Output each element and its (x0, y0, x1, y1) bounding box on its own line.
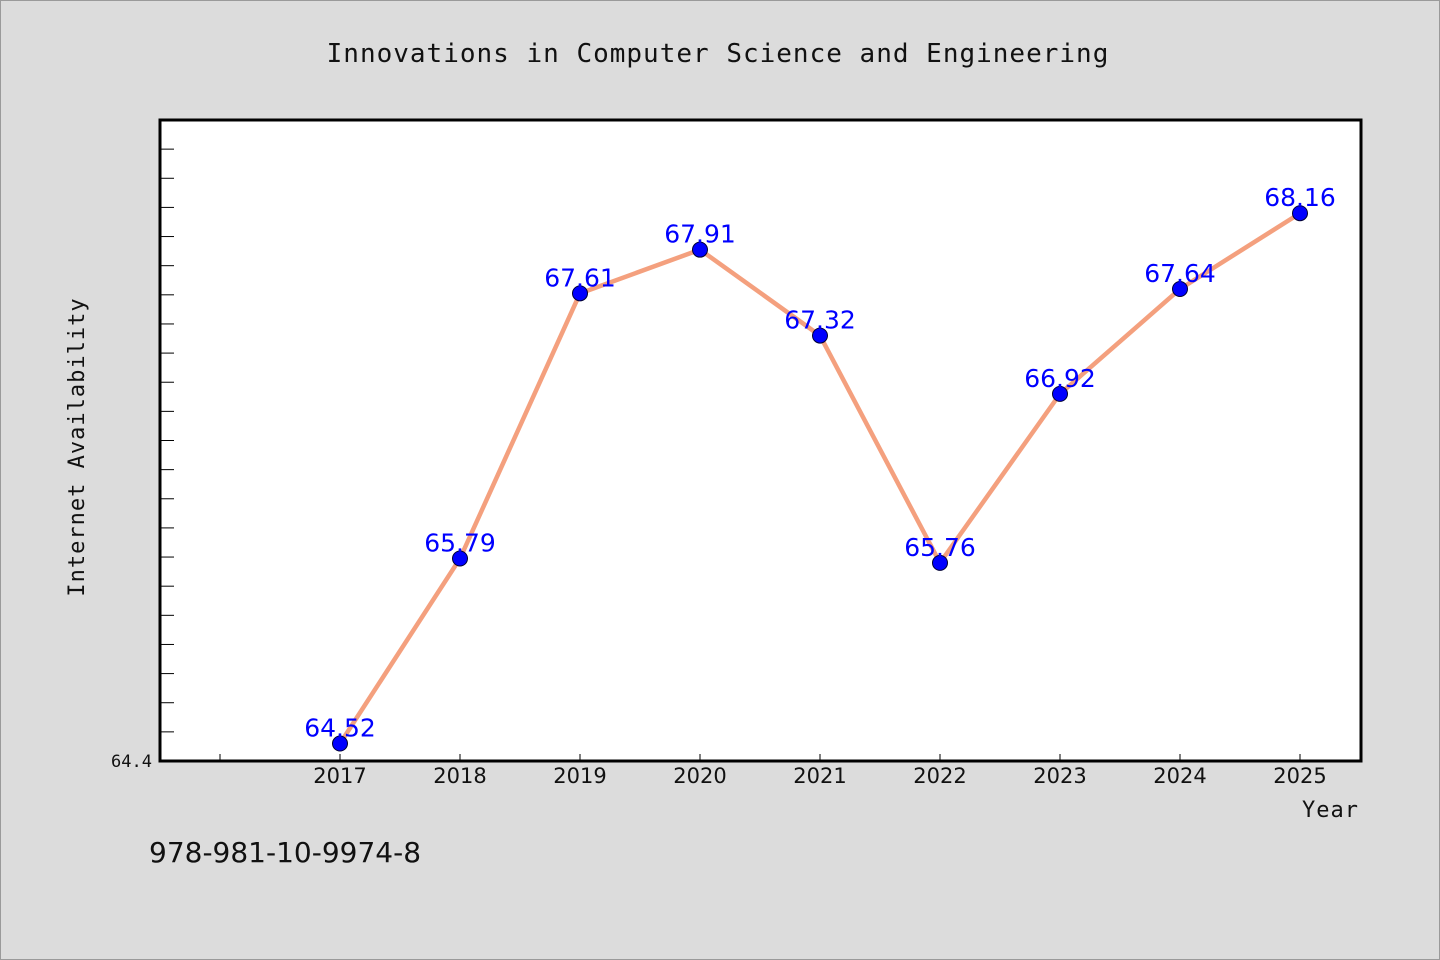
x-tick-label: 2023 (1033, 764, 1086, 788)
data-point (1172, 280, 1188, 297)
y-axis-label: Internet Availability (65, 297, 90, 596)
data-point (572, 285, 588, 302)
data-label: 65.79 (424, 529, 496, 558)
chart-title: Innovations in Computer Science and Engi… (327, 39, 1110, 69)
y-tick-label: 64.4 (111, 752, 152, 772)
x-tick-label: 2020 (673, 764, 726, 788)
x-axis-label: Year (1302, 798, 1359, 823)
data-point (812, 327, 828, 344)
data-label: 64.52 (304, 714, 376, 743)
data-point (932, 554, 948, 571)
data-label: 67.64 (1144, 259, 1216, 288)
x-tick-label: 2017 (313, 764, 366, 788)
x-axis-ticks: 2017 2018 2019 2020 2021 2022 2023 2024 2025 (219, 754, 1327, 788)
isbn-text: 978-981-10-9974-8 (149, 836, 421, 869)
data-label: 67.32 (784, 306, 856, 335)
x-tick-label: 2021 (793, 764, 846, 788)
data-label: 65.76 (904, 533, 976, 562)
data-point (332, 735, 348, 752)
x-tick-label: 2025 (1273, 764, 1326, 788)
x-tick-label: 2018 (433, 764, 486, 788)
data-point (1052, 385, 1068, 402)
series-layer: 64.52 65.79 67.61 67.91 67.32 65.76 66.92 67.64… (304, 183, 1336, 752)
data-label: 68.16 (1264, 183, 1336, 212)
x-tick-label: 2024 (1153, 764, 1206, 788)
data-label: 67.91 (664, 220, 736, 249)
plot-area (160, 120, 1361, 761)
plot-border (158, 118, 1363, 763)
data-label: 66.92 (1024, 364, 1096, 393)
x-tick-label: 2019 (553, 764, 606, 788)
data-label: 67.61 (544, 263, 616, 292)
data-point (1292, 205, 1308, 222)
data-point (692, 241, 708, 258)
data-point (452, 550, 468, 567)
x-tick-label: 2022 (913, 764, 966, 788)
